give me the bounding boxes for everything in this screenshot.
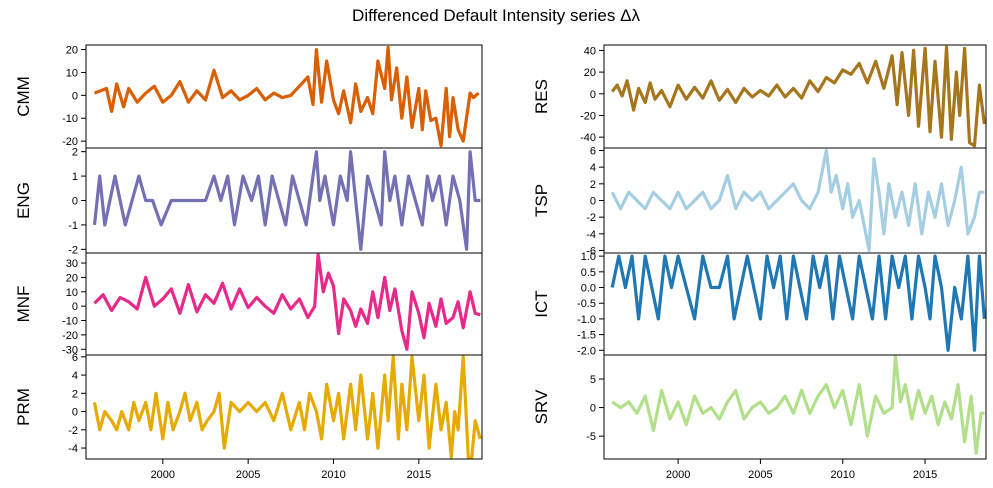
y-axis-label-mnf: MNF <box>14 286 33 323</box>
y-tick-label: 10 <box>66 67 78 79</box>
y-tick-label: 20 <box>66 45 78 57</box>
panel-cmm: -20 -10 0 10 20 CMM <box>14 44 483 149</box>
y-tick-label: 6 <box>590 146 596 158</box>
y-tick-label: 0 <box>590 196 596 208</box>
series-line-srv <box>611 354 985 455</box>
y-axis-label-res: RES <box>532 79 551 114</box>
plot-area: -20-1001020CMM-2-1012ENG-30-20-100102030… <box>14 44 987 481</box>
panel-tsp: -6 -4 -2 0 2 4 6 TSP <box>532 146 987 258</box>
x-tick-label: 2005 <box>748 469 772 481</box>
y-tick-label: -20 <box>62 136 78 148</box>
y-tick-label: -30 <box>62 344 78 356</box>
panel-frame <box>85 354 483 460</box>
y-tick-label: 0 <box>72 407 78 419</box>
y-axis-label-tsp: TSP <box>532 184 551 217</box>
y-tick-label: -2 <box>68 425 78 437</box>
panel-frame <box>603 354 987 460</box>
y-tick-label: -1.0 <box>577 314 596 326</box>
panel-frame <box>85 252 483 356</box>
y-tick-label: -10 <box>62 316 78 328</box>
y-axis-label-prm: PRM <box>14 388 33 426</box>
y-tick-label: 20 <box>66 272 78 284</box>
panel-mnf: -30 -20 -10 0 10 20 30 MNF <box>14 252 483 356</box>
y-tick-label: 30 <box>66 258 78 270</box>
y-tick-label: -2 <box>586 212 596 224</box>
y-axis-label-ict: ICT <box>532 290 551 317</box>
y-tick-label: 2 <box>72 388 78 400</box>
y-tick-label: 6 <box>72 352 78 364</box>
series-line-eng <box>92 150 481 251</box>
x-tick-label: 2010 <box>831 469 855 481</box>
y-tick-label: -2 <box>68 244 78 256</box>
y-axis-label-eng: ENG <box>14 182 33 219</box>
panel-srv: -5 0 5 SRV 2000 2005 2010 2015 <box>532 354 987 481</box>
series-line-prm <box>92 355 482 459</box>
series-line-ict <box>610 254 986 352</box>
y-tick-label: 0 <box>72 90 78 102</box>
y-tick-label: -10 <box>62 113 78 125</box>
series-line-tsp <box>610 148 985 253</box>
y-tick-label: -20 <box>580 110 596 122</box>
y-tick-label: -20 <box>62 330 78 342</box>
y-tick-label: 1 <box>72 171 78 183</box>
y-tick-label: -0.5 <box>577 298 596 310</box>
y-tick-label: 0.5 <box>581 267 596 279</box>
y-tick-label: 5 <box>590 374 596 386</box>
chart-title: Differenced Default Intensity series Δλ <box>352 6 640 25</box>
y-tick-label: 2 <box>590 179 596 191</box>
y-tick-label: -6 <box>586 246 596 258</box>
y-tick-label: 0 <box>72 301 78 313</box>
y-axis-label-srv: SRV <box>532 389 551 424</box>
series-line-mnf <box>93 252 481 351</box>
x-tick-label: 2010 <box>321 469 345 481</box>
x-tick-label: 2015 <box>407 469 431 481</box>
panel-eng: -2 -1 0 1 2 ENG <box>14 147 483 256</box>
y-tick-label: -40 <box>580 132 596 144</box>
y-tick-label: 0.0 <box>581 283 596 295</box>
panel-prm: -4 -2 0 2 4 6 PRM 2000 2005 2010 2015 <box>14 352 483 481</box>
y-tick-label: 0 <box>590 89 596 101</box>
y-tick-label: 1.0 <box>581 251 596 263</box>
y-tick-label: 4 <box>590 162 596 174</box>
x-tick-label: 2000 <box>666 469 690 481</box>
x-tick-label: 2000 <box>151 469 175 481</box>
x-tick-label: 2015 <box>913 469 937 481</box>
panel-ict: -2.0 -1.5 -1.0 -0.5 0.0 0.5 1.0 ICT <box>532 251 987 357</box>
y-tick-label: -1 <box>68 220 78 232</box>
y-tick-label: 0 <box>590 403 596 415</box>
y-tick-label: -4 <box>68 443 78 455</box>
panel-res: -40 -20 0 20 40 RES <box>532 44 987 149</box>
y-axis-label-cmm: CMM <box>14 76 33 117</box>
y-tick-label: -1.5 <box>577 330 596 342</box>
y-tick-label: 0 <box>72 196 78 208</box>
y-tick-label: -4 <box>586 229 596 241</box>
y-tick-label: 4 <box>72 370 78 382</box>
series-line-res <box>610 45 986 148</box>
series-line-cmm <box>93 45 480 148</box>
y-tick-label: -2.0 <box>577 345 596 357</box>
y-tick-label: 20 <box>584 67 596 79</box>
y-tick-label: 2 <box>72 147 78 159</box>
y-tick-label: 10 <box>66 287 78 299</box>
x-tick-label: 2005 <box>236 469 260 481</box>
y-tick-label: -5 <box>586 431 596 443</box>
y-tick-label: 40 <box>584 45 596 57</box>
